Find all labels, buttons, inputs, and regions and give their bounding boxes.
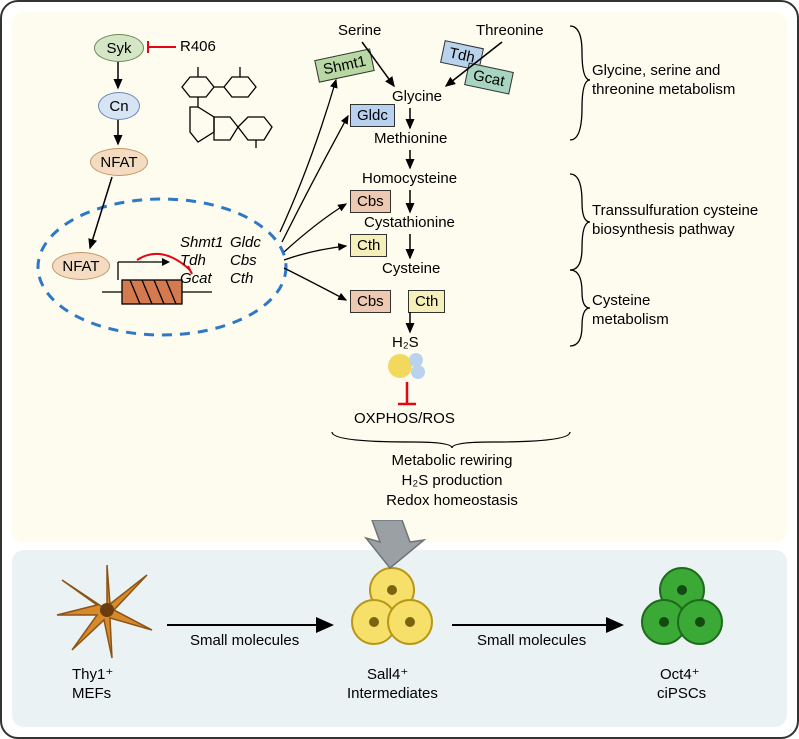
nfat-label: NFAT	[100, 154, 137, 171]
bottom-panel: Small molecules Small molecules Thy1⁺ ME…	[12, 550, 787, 727]
cn-label: Cn	[109, 98, 128, 115]
intermediates-label: Intermediates	[347, 685, 438, 702]
h2s-label: H₂S	[392, 334, 419, 351]
threonine-label: Threonine	[476, 22, 544, 39]
homocysteine-label: Homocysteine	[362, 170, 457, 187]
glycine-label: Glycine	[392, 88, 442, 105]
cipsc-cells-icon	[632, 562, 732, 657]
cysteine-label: Cysteine	[382, 260, 440, 277]
mef-cell-icon	[52, 560, 162, 660]
pathway-trans: Transsulfuration cysteine biosynthesis p…	[592, 202, 758, 240]
syk-label: Syk	[106, 40, 131, 57]
methionine-label: Methionine	[374, 130, 447, 147]
summary-l1: Metabolic rewiring	[362, 452, 542, 469]
syk-node: Syk	[94, 34, 144, 62]
summary-l2: H₂S production	[362, 472, 542, 489]
mefs-label: MEFs	[72, 685, 111, 702]
sall4-label: Sall4⁺	[367, 665, 408, 683]
gene-cth: Cth	[230, 270, 253, 287]
pathway-cystm: Cysteine metabolism	[592, 292, 669, 330]
big-arrow-icon	[352, 520, 432, 570]
chemical-structure-icon	[162, 62, 282, 152]
h2s-molecule-icon	[386, 352, 430, 380]
r406-label: R406	[180, 38, 216, 55]
cth-enz1: Cth	[350, 234, 387, 257]
small-mol-2: Small molecules	[477, 632, 586, 649]
oxphos-label: OXPHOS/ROS	[354, 410, 455, 427]
gene-gcat: Gcat	[180, 270, 212, 287]
gene-tdh: Tdh	[180, 252, 206, 269]
nfat-node: NFAT	[90, 148, 148, 176]
cbs-enz1: Cbs	[350, 190, 391, 213]
pathway-gst: Glycine, serine and threonine metabolism	[592, 62, 735, 100]
figure-container: Syk R406 Cn NFAT	[0, 0, 799, 739]
cth-enz2: Cth	[408, 290, 445, 313]
cipscs-label: ciPSCs	[657, 685, 706, 702]
cystathionine-label: Cystathionine	[364, 214, 455, 231]
gene-cbs: Cbs	[230, 252, 257, 269]
sall4-cells-icon	[342, 562, 442, 657]
top-panel: Syk R406 Cn NFAT	[12, 12, 787, 542]
gcat-enz: Gcat	[464, 63, 513, 95]
small-mol-1: Small molecules	[190, 632, 299, 649]
cbs-enz2: Cbs	[350, 290, 391, 313]
gene-gldc: Gldc	[230, 234, 261, 251]
oct4-label: Oct4⁺	[660, 665, 700, 683]
summary-l3: Redox homeostasis	[362, 492, 542, 509]
nfat-nucleus-label: NFAT	[62, 258, 99, 275]
gene-shmt1: Shmt1	[180, 234, 223, 251]
gldc-enz: Gldc	[350, 104, 395, 127]
shmt1-enz: Shmt1	[314, 48, 375, 82]
cn-node: Cn	[98, 92, 140, 120]
serine-label: Serine	[338, 22, 381, 39]
thy1-label: Thy1⁺	[72, 665, 113, 683]
